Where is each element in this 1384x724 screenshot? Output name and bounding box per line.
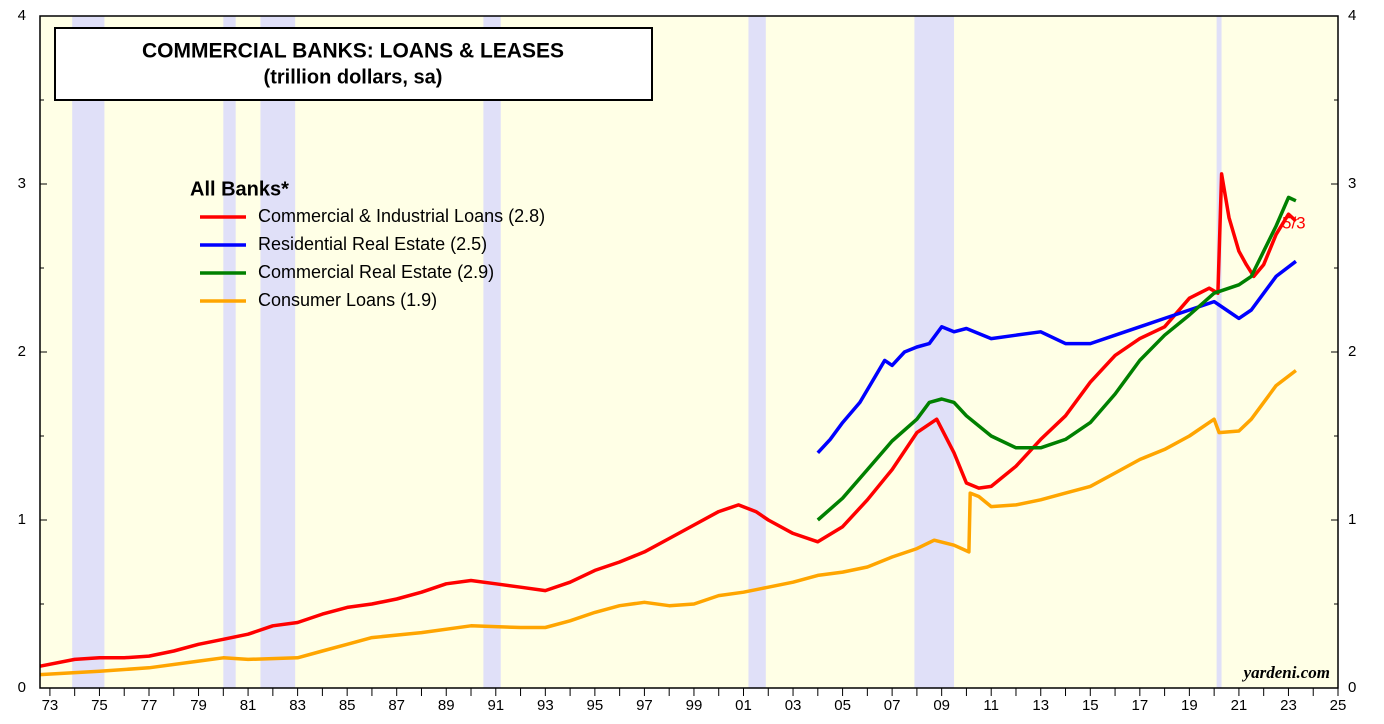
x-tick-label: 93 [537,697,554,714]
x-tick-label: 99 [686,697,703,714]
x-tick-label: 87 [388,697,405,714]
chart-subtitle: (trillion dollars, sa) [264,66,443,88]
recession-band [260,16,296,688]
legend-label: Commercial Real Estate (2.9) [258,262,494,282]
recession-band [914,16,955,688]
source: yardeni.com [1242,663,1330,682]
recession-band [1216,16,1222,688]
plot-border [39,15,1339,689]
y-tick-label: 2 [18,343,26,360]
annotation: 5/3 [1282,213,1306,232]
recession-band [72,16,105,688]
x-tick-label: 13 [1032,697,1049,714]
y-tick-label: 3 [18,175,26,192]
recession-band [223,16,236,688]
x-tick-label: 89 [438,697,455,714]
legend-label: Residential Real Estate (2.5) [258,234,487,254]
series-line [39,369,1297,677]
x-tick-label: 25 [1330,697,1347,714]
x-tick-label: 73 [42,697,59,714]
x-tick-label: 07 [884,697,901,714]
x-tick-label: 77 [141,697,158,714]
y-tick-label-right: 0 [1348,679,1356,696]
x-tick-label: 79 [190,697,207,714]
x-tick-label: 97 [636,697,653,714]
y-tick-label-right: 2 [1348,343,1356,360]
recession-band [748,16,766,688]
x-tick-label: 19 [1181,697,1198,714]
x-tick-label: 95 [587,697,604,714]
y-tick-label-right: 4 [1348,7,1356,24]
legend-label: Commercial & Industrial Loans (2.8) [258,206,545,226]
y-tick-label-right: 3 [1348,175,1356,192]
y-tick-label: 4 [18,7,26,24]
recession-band [483,16,501,688]
x-tick-label: 17 [1131,697,1148,714]
x-tick-label: 85 [339,697,356,714]
x-tick-label: 15 [1082,697,1099,714]
x-tick-label: 11 [983,697,999,714]
y-tick-label: 0 [18,679,26,696]
x-tick-label: 75 [91,697,108,714]
x-tick-label: 05 [834,697,851,714]
x-tick-label: 09 [933,697,950,714]
series-line [39,172,1298,668]
x-tick-label: 81 [240,697,257,714]
x-tick-label: 23 [1280,697,1297,714]
series-line [816,195,1297,522]
y-tick-label-right: 1 [1348,511,1356,528]
title-box [54,27,653,101]
x-tick-label: 83 [289,697,306,714]
x-tick-label: 03 [785,697,802,714]
x-tick-label: 91 [487,697,504,714]
legend-title: All Banks* [190,178,289,200]
legend-label: Consumer Loans (1.9) [258,290,437,310]
x-tick-label: 01 [735,697,752,714]
series-line [816,259,1297,454]
x-tick-label: 21 [1231,697,1248,714]
chart-title: COMMERCIAL BANKS: LOANS & LEASES [142,40,564,63]
y-tick-label: 1 [18,511,26,528]
